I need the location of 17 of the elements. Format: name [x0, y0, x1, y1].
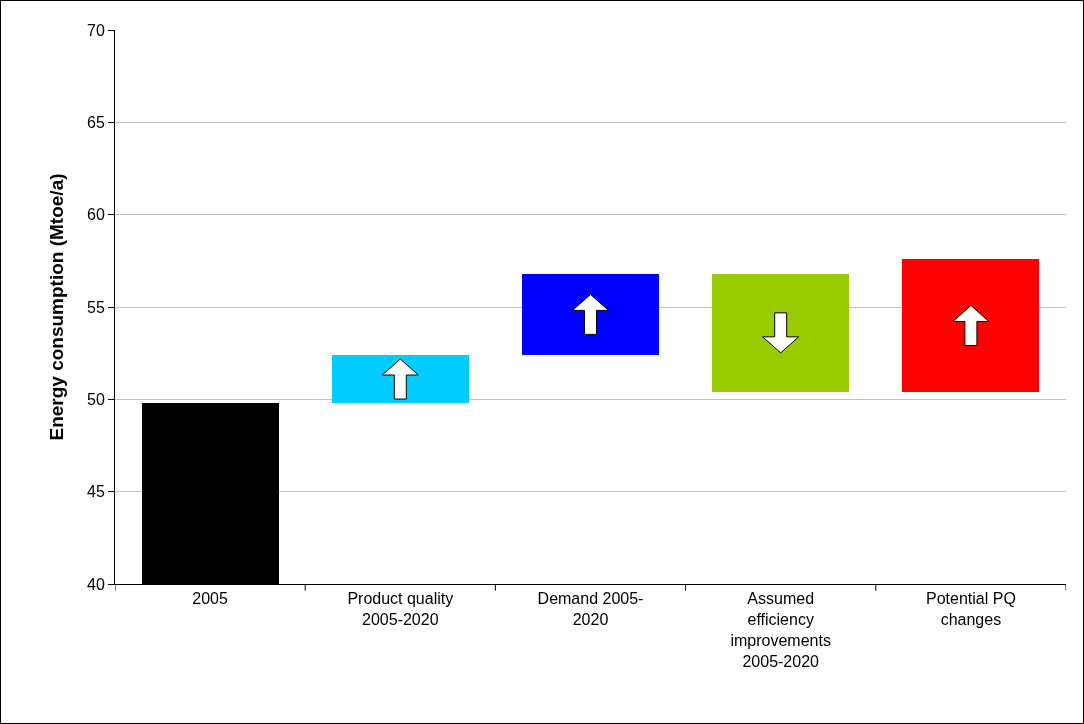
y-tick-label: 70: [87, 21, 105, 39]
x-tick-label: Product quality 2005-2020: [347, 590, 454, 628]
bar: [522, 273, 659, 356]
y-tick-label: 55: [87, 298, 105, 316]
x-tick-label: Assumed efficiency improvements 2005-2020: [730, 590, 831, 670]
y-tick-label: 45: [87, 483, 105, 501]
y-tick-label: 40: [87, 575, 105, 593]
bar: [712, 273, 850, 392]
x-tick-label: 2005: [192, 590, 228, 608]
x-tick-label: Potential PQ changes: [925, 590, 1016, 628]
bar: [331, 355, 469, 404]
y-tick-label: 65: [87, 113, 105, 131]
y-tick-label: 60: [87, 206, 105, 224]
y-axis-title: Energy consumption (Mtoe/a): [45, 173, 67, 441]
y-tick-label: 50: [87, 390, 105, 408]
x-tick-label: Demand 2005-2020: [537, 590, 644, 628]
bar: [902, 258, 1040, 392]
